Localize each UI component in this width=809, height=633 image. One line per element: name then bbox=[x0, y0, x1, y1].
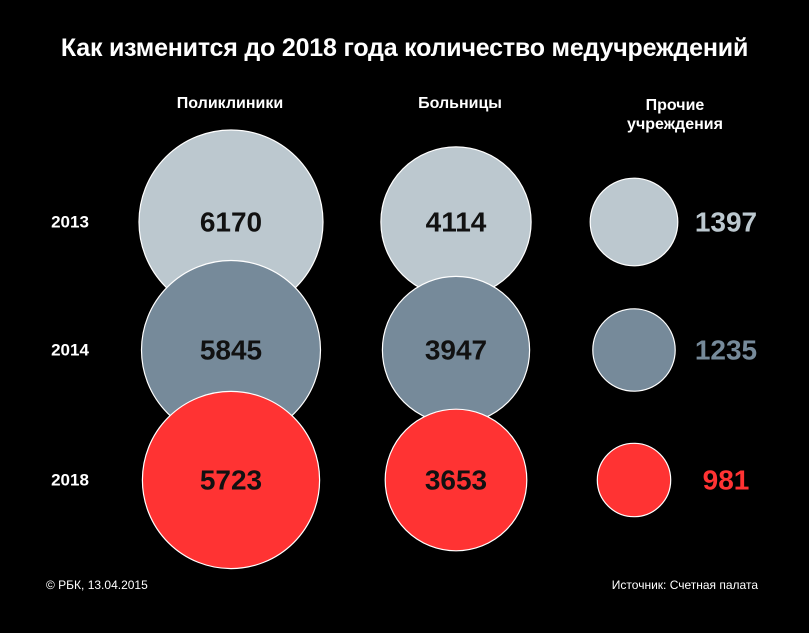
value-label-2014-2: 3947 bbox=[425, 335, 487, 366]
year-label-2014: 2014 bbox=[51, 341, 89, 360]
value-label-2013-1: 6170 bbox=[200, 207, 262, 238]
value-label-2018-1: 5723 bbox=[200, 465, 262, 496]
value-label-2018-3: 981 bbox=[703, 465, 750, 496]
column-header-line: Больницы bbox=[418, 95, 502, 112]
value-label-2013-3: 1397 bbox=[695, 207, 757, 238]
bubble-2018-2 bbox=[384, 408, 528, 552]
value-label-2018-2: 3653 bbox=[425, 465, 487, 496]
column-header-other: Прочие учреждения bbox=[575, 96, 775, 134]
value-label-2014-1: 5845 bbox=[200, 335, 262, 366]
column-header-line: учреждения bbox=[627, 116, 723, 133]
chart-title: Как изменится до 2018 года количество ме… bbox=[60, 34, 749, 62]
year-label-2013: 2013 bbox=[51, 213, 89, 232]
column-header-line: Поликлиники bbox=[176, 95, 284, 112]
bubble-2018-3 bbox=[596, 442, 672, 518]
column-header-polyclinics: Поликлиники bbox=[130, 94, 330, 113]
column-header-line: Прочие bbox=[645, 97, 705, 114]
bubble-2013-3 bbox=[589, 177, 679, 267]
bubble-2018-1 bbox=[141, 390, 321, 570]
year-label-2018: 2018 bbox=[51, 471, 89, 490]
bubble-2014-3 bbox=[592, 308, 676, 392]
value-label-2013-2: 4114 bbox=[426, 207, 487, 238]
copyright-text: © РБК, 13.04.2015 bbox=[46, 578, 148, 592]
column-header-hospitals: Больницы bbox=[360, 94, 560, 113]
source-text: Источник: Счетная палата bbox=[611, 578, 758, 592]
value-label-2014-3: 1235 bbox=[695, 335, 757, 366]
